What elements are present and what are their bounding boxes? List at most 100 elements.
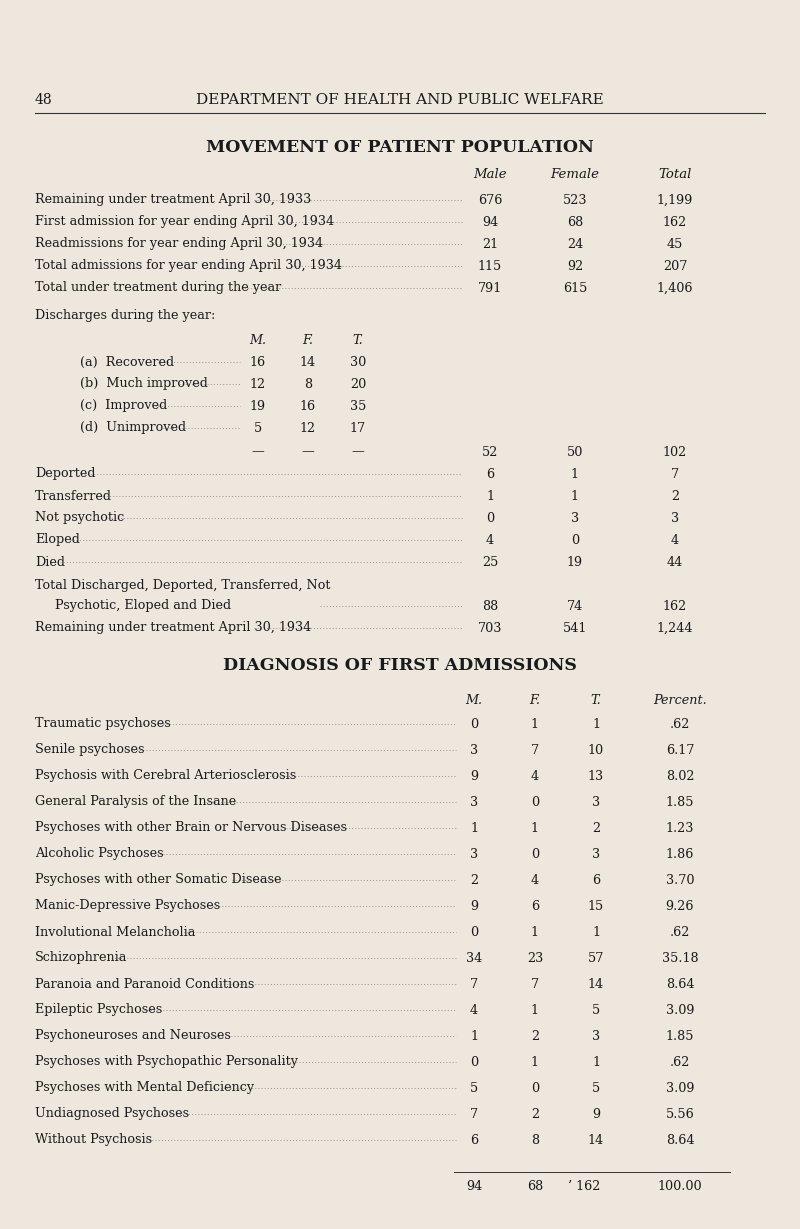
Text: Remaining under treatment April 30, 1934: Remaining under treatment April 30, 1934	[35, 622, 311, 634]
Text: (a)  Recovered: (a) Recovered	[80, 355, 174, 369]
Text: Psychoses with other Somatic Disease: Psychoses with other Somatic Disease	[35, 874, 282, 886]
Text: Epileptic Psychoses: Epileptic Psychoses	[35, 1004, 162, 1016]
Text: 1: 1	[470, 821, 478, 834]
Text: 207: 207	[663, 259, 687, 273]
Text: 3: 3	[571, 511, 579, 525]
Text: Total: Total	[658, 168, 692, 182]
Text: Male: Male	[473, 168, 507, 182]
Text: Traumatic psychoses: Traumatic psychoses	[35, 718, 170, 730]
Text: 3: 3	[592, 848, 600, 860]
Text: 1.85: 1.85	[666, 1030, 694, 1042]
Text: 17: 17	[350, 422, 366, 435]
Text: Involutional Melancholia: Involutional Melancholia	[35, 925, 195, 939]
Text: 8.64: 8.64	[666, 1133, 694, 1147]
Text: 541: 541	[563, 622, 587, 634]
Text: 1,199: 1,199	[657, 193, 693, 206]
Text: 44: 44	[667, 556, 683, 569]
Text: 523: 523	[562, 193, 587, 206]
Text: —: —	[302, 445, 314, 458]
Text: (b)  Much improved: (b) Much improved	[80, 377, 208, 391]
Text: 3.09: 3.09	[666, 1082, 694, 1095]
Text: 0: 0	[531, 1082, 539, 1095]
Text: Psychotic, Eloped and Died: Psychotic, Eloped and Died	[55, 600, 231, 612]
Text: 4: 4	[531, 874, 539, 886]
Text: 16: 16	[250, 355, 266, 369]
Text: Not psychotic: Not psychotic	[35, 511, 124, 525]
Text: 4: 4	[470, 1004, 478, 1016]
Text: 791: 791	[478, 281, 502, 295]
Text: Psychoses with other Brain or Nervous Diseases: Psychoses with other Brain or Nervous Di…	[35, 821, 347, 834]
Text: 94: 94	[466, 1180, 482, 1192]
Text: General Paralysis of the Insane: General Paralysis of the Insane	[35, 795, 236, 809]
Text: 6.17: 6.17	[666, 744, 694, 757]
Text: 9: 9	[470, 769, 478, 783]
Text: 24: 24	[567, 237, 583, 251]
Text: 19: 19	[567, 556, 583, 569]
Text: 3: 3	[470, 848, 478, 860]
Text: .62: .62	[670, 1056, 690, 1068]
Text: 2: 2	[531, 1107, 539, 1121]
Text: Readmissions for year ending April 30, 1934: Readmissions for year ending April 30, 1…	[35, 237, 323, 251]
Text: 162: 162	[663, 600, 687, 612]
Text: 1.85: 1.85	[666, 795, 694, 809]
Text: 20: 20	[350, 377, 366, 391]
Text: 92: 92	[567, 259, 583, 273]
Text: 94: 94	[482, 215, 498, 229]
Text: 6: 6	[592, 874, 600, 886]
Text: 100.00: 100.00	[658, 1180, 702, 1192]
Text: 68: 68	[567, 215, 583, 229]
Text: Deported: Deported	[35, 467, 95, 481]
Text: 10: 10	[588, 744, 604, 757]
Text: 5: 5	[470, 1082, 478, 1095]
Text: Total admissions for year ending April 30, 1934: Total admissions for year ending April 3…	[35, 259, 342, 273]
Text: DEPARTMENT OF HEALTH AND PUBLIC WELFARE: DEPARTMENT OF HEALTH AND PUBLIC WELFARE	[196, 93, 604, 107]
Text: 5: 5	[254, 422, 262, 435]
Text: Female: Female	[550, 168, 599, 182]
Text: 3: 3	[592, 795, 600, 809]
Text: M.: M.	[250, 333, 266, 347]
Text: 52: 52	[482, 445, 498, 458]
Text: 16: 16	[300, 399, 316, 413]
Text: 1: 1	[592, 718, 600, 730]
Text: 0: 0	[531, 795, 539, 809]
Text: 115: 115	[478, 259, 502, 273]
Text: Psychoses with Psychopathic Personality: Psychoses with Psychopathic Personality	[35, 1056, 298, 1068]
Text: 12: 12	[250, 377, 266, 391]
Text: MOVEMENT OF PATIENT POPULATION: MOVEMENT OF PATIENT POPULATION	[206, 140, 594, 156]
Text: 0: 0	[571, 533, 579, 547]
Text: 1: 1	[531, 1056, 539, 1068]
Text: 1: 1	[486, 489, 494, 503]
Text: 102: 102	[663, 445, 687, 458]
Text: 14: 14	[588, 1133, 604, 1147]
Text: 8: 8	[304, 377, 312, 391]
Text: T.: T.	[353, 333, 363, 347]
Text: Remaining under treatment April 30, 1933: Remaining under treatment April 30, 1933	[35, 193, 311, 206]
Text: Psychoses with Mental Deficiency: Psychoses with Mental Deficiency	[35, 1082, 254, 1095]
Text: 1: 1	[592, 1056, 600, 1068]
Text: 3: 3	[592, 1030, 600, 1042]
Text: 7: 7	[531, 744, 539, 757]
Text: —: —	[352, 445, 364, 458]
Text: First admission for year ending April 30, 1934: First admission for year ending April 30…	[35, 215, 334, 229]
Text: (d)  Unimproved: (d) Unimproved	[80, 422, 186, 435]
Text: Paranoia and Paranoid Conditions: Paranoia and Paranoid Conditions	[35, 977, 254, 991]
Text: 6: 6	[470, 1133, 478, 1147]
Text: 50: 50	[567, 445, 583, 458]
Text: 3: 3	[470, 795, 478, 809]
Text: Psychosis with Cerebral Arteriosclerosis: Psychosis with Cerebral Arteriosclerosis	[35, 769, 296, 783]
Text: 35: 35	[350, 399, 366, 413]
Text: 0: 0	[470, 718, 478, 730]
Text: 162: 162	[663, 215, 687, 229]
Text: Schizophrenia: Schizophrenia	[35, 951, 127, 965]
Text: 1: 1	[531, 821, 539, 834]
Text: —: —	[252, 445, 264, 458]
Text: 6: 6	[531, 900, 539, 912]
Text: .62: .62	[670, 925, 690, 939]
Text: 1: 1	[531, 1004, 539, 1016]
Text: 2: 2	[470, 874, 478, 886]
Text: 68: 68	[527, 1180, 543, 1192]
Text: Total Discharged, Deported, Transferred, Not: Total Discharged, Deported, Transferred,…	[35, 580, 330, 592]
Text: F.: F.	[530, 693, 541, 707]
Text: M.: M.	[466, 693, 482, 707]
Text: 3: 3	[671, 511, 679, 525]
